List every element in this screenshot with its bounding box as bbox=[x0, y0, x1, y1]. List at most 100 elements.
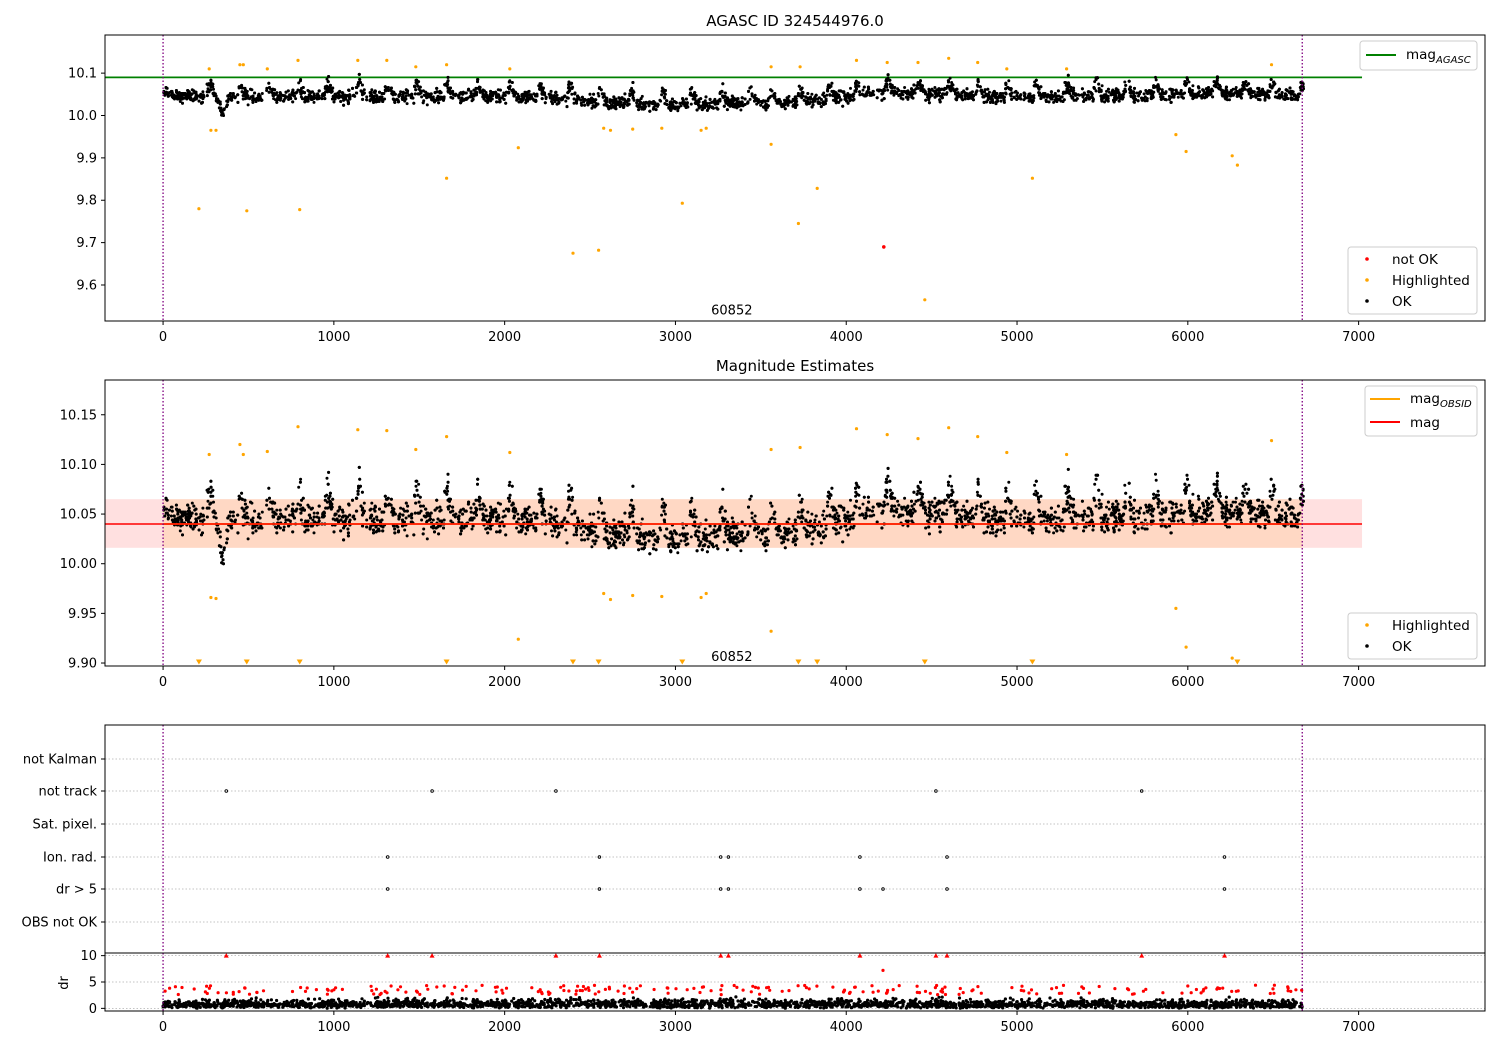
ok-point bbox=[294, 97, 298, 101]
ok-point bbox=[1039, 96, 1043, 100]
ok-point bbox=[1044, 100, 1048, 103]
ok-point bbox=[507, 80, 511, 84]
ok-point bbox=[325, 77, 329, 81]
ok-point bbox=[665, 99, 669, 103]
ok-point bbox=[805, 102, 809, 106]
ok-point bbox=[1151, 95, 1155, 99]
ok-point bbox=[901, 97, 905, 101]
ok-point bbox=[590, 106, 594, 110]
ok-point bbox=[617, 96, 621, 100]
ok-point bbox=[770, 94, 774, 98]
ok-point bbox=[965, 87, 969, 91]
ok-point bbox=[993, 94, 997, 98]
ok-point bbox=[710, 105, 714, 109]
ok-point bbox=[747, 89, 750, 93]
ok-point bbox=[1097, 86, 1101, 90]
ok-point bbox=[1106, 97, 1110, 101]
ok-point bbox=[987, 96, 991, 100]
ok-point bbox=[557, 97, 561, 101]
ok-point bbox=[1187, 80, 1191, 84]
ok-point bbox=[580, 95, 584, 99]
ok-point bbox=[482, 97, 486, 101]
ok-point bbox=[447, 86, 451, 90]
ok-point bbox=[960, 97, 964, 101]
ok-point bbox=[712, 99, 716, 103]
ok-point bbox=[1298, 86, 1302, 89]
ok-point bbox=[723, 94, 727, 98]
ok-point bbox=[736, 97, 740, 101]
ok-point bbox=[760, 100, 764, 104]
ok-point bbox=[481, 92, 485, 96]
ok-point bbox=[704, 95, 708, 99]
ok-point bbox=[1007, 79, 1011, 83]
ok-point bbox=[1143, 99, 1147, 103]
ok-point bbox=[1128, 85, 1132, 89]
ok-point bbox=[857, 81, 861, 85]
ok-point bbox=[730, 103, 734, 106]
ok-point bbox=[421, 101, 425, 105]
ok-point bbox=[1272, 83, 1276, 87]
ok-point bbox=[596, 102, 600, 106]
ok-point bbox=[360, 83, 364, 87]
ok-point bbox=[1123, 80, 1127, 84]
ok-point bbox=[1124, 83, 1128, 87]
ok-point bbox=[303, 100, 307, 104]
ok-point bbox=[275, 100, 279, 104]
ok-point bbox=[457, 94, 461, 98]
ok-point bbox=[991, 91, 995, 95]
ok-point bbox=[1230, 92, 1234, 96]
ok-point bbox=[351, 86, 354, 90]
ok-point bbox=[722, 104, 726, 108]
ok-point bbox=[502, 97, 506, 101]
ok-point bbox=[260, 92, 264, 95]
ok-point bbox=[205, 90, 209, 94]
ok-point bbox=[799, 87, 803, 91]
ok-point bbox=[1135, 91, 1139, 95]
ok-point bbox=[602, 92, 606, 96]
ok-point bbox=[312, 94, 316, 98]
ok-point bbox=[1107, 90, 1111, 94]
ok-point bbox=[362, 91, 366, 95]
ok-point bbox=[819, 105, 823, 109]
ok-point bbox=[308, 93, 312, 97]
ok-point bbox=[816, 100, 820, 104]
ok-point bbox=[946, 84, 949, 88]
ok-point bbox=[676, 109, 680, 113]
ok-point bbox=[971, 97, 974, 101]
ok-point bbox=[1200, 94, 1204, 98]
ok-point bbox=[557, 100, 561, 104]
ok-point bbox=[412, 101, 416, 105]
ok-point bbox=[1121, 93, 1125, 97]
ok-point bbox=[1085, 93, 1089, 97]
ok-point bbox=[1154, 75, 1157, 79]
ok-point bbox=[333, 97, 337, 101]
ok-point bbox=[1123, 90, 1127, 94]
ok-point bbox=[438, 89, 442, 93]
ok-point bbox=[767, 96, 771, 100]
ok-point bbox=[1234, 86, 1238, 89]
ok-point bbox=[695, 108, 699, 112]
ok-point bbox=[662, 95, 666, 99]
ok-point bbox=[464, 91, 468, 95]
ok-point bbox=[1285, 89, 1289, 92]
ok-point bbox=[739, 108, 743, 112]
ok-point bbox=[867, 87, 871, 91]
ok-point bbox=[1178, 92, 1182, 96]
ok-point bbox=[951, 87, 955, 91]
ok-point bbox=[1209, 92, 1213, 96]
ok-point bbox=[740, 96, 744, 100]
ok-point bbox=[1218, 85, 1222, 89]
ok-point bbox=[635, 104, 639, 108]
ok-point bbox=[317, 97, 321, 101]
ok-point bbox=[786, 103, 790, 107]
ok-point bbox=[1080, 87, 1084, 91]
ok-point bbox=[654, 108, 658, 112]
ok-point bbox=[1063, 81, 1067, 84]
ok-point bbox=[637, 108, 641, 112]
ok-point bbox=[547, 92, 551, 96]
ok-point bbox=[1044, 94, 1048, 98]
ok-point bbox=[693, 97, 697, 101]
ok-point bbox=[960, 91, 964, 95]
ok-point bbox=[570, 86, 574, 90]
ok-point bbox=[274, 92, 278, 96]
